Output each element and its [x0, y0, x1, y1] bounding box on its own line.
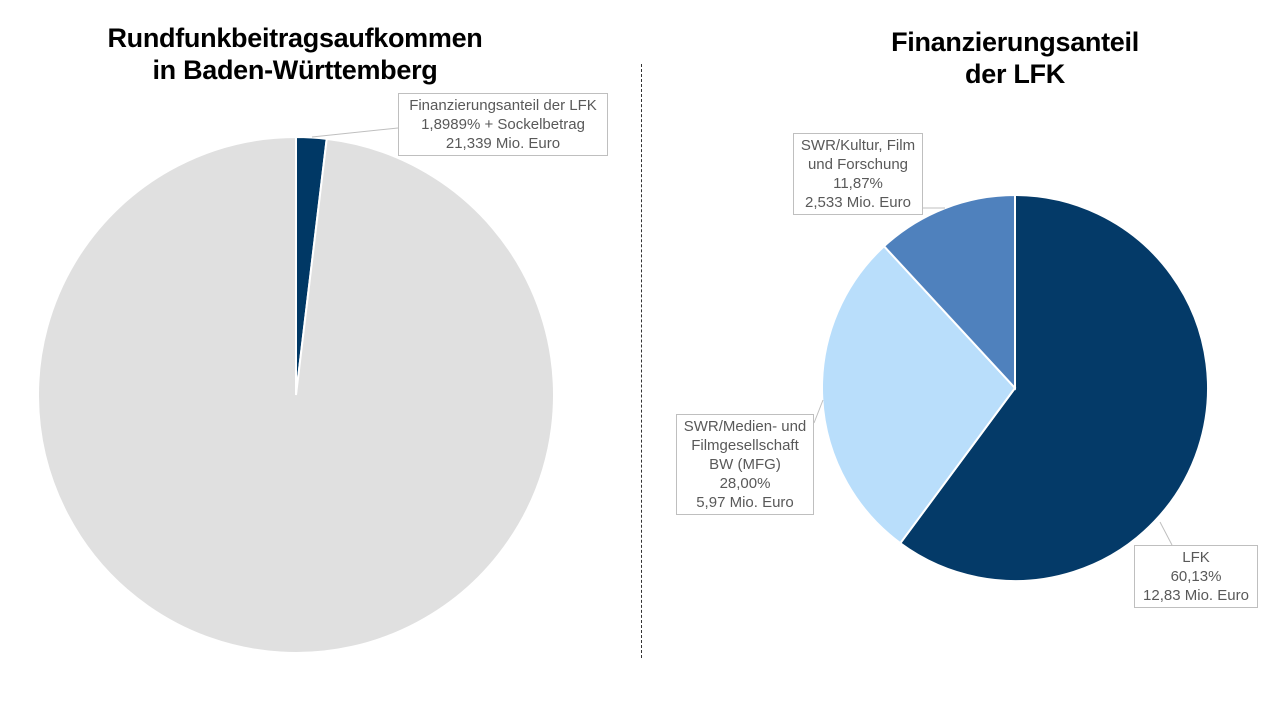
chart-title-right-line-2: der LFK — [965, 59, 1065, 89]
chart-title-left-line-1: Rundfunkbeitragsaufkommen — [107, 23, 483, 53]
slice-label-swr-kultur: SWR/Kultur, Film und Forschung 11,87% 2,… — [793, 133, 923, 215]
pie-chart-right — [821, 193, 1209, 582]
pie-chart-left — [37, 135, 556, 654]
slice-label-line: LFK — [1182, 549, 1210, 566]
leader-lines — [311, 127, 1173, 546]
slice-label-line: BW (MFG) — [709, 456, 781, 473]
slice-label-lfk: LFK 60,13% 12,83 Mio. Euro — [1134, 545, 1258, 608]
pie-slice-mfg — [821, 244, 1017, 545]
slice-label-line: 1,8989% + Sockelbetrag — [421, 116, 585, 133]
slice-label-line: 5,97 Mio. Euro — [696, 494, 794, 511]
slice-label-lfk-share-total: Finanzierungsanteil der LFK 1,8989% + So… — [398, 93, 608, 156]
slice-label-line: 12,83 Mio. Euro — [1143, 587, 1249, 604]
slice-label-line: Finanzierungsanteil der LFK — [409, 97, 597, 114]
chart-title-right: Finanzierungsanteil der LFK — [830, 26, 1200, 90]
slice-label-line: 28,00% — [719, 475, 771, 492]
leader-line-lfk-share-total — [311, 127, 399, 138]
slice-label-line: 11,87% — [833, 175, 883, 192]
leader-line-mfg — [813, 399, 824, 424]
slice-label-line: SWR/Medien- und — [683, 418, 807, 435]
pie-slice-remaining — [37, 135, 556, 654]
pie-slice-lfk — [898, 193, 1209, 582]
leader-line-lfk — [1159, 521, 1173, 546]
chart-title-left-line-2: in Baden-Württemberg — [152, 55, 438, 85]
chart-divider — [641, 64, 642, 658]
slice-label-line: 60,13% — [1170, 568, 1222, 585]
slice-label-mfg: SWR/Medien- und Filmgesellschaft BW (MFG… — [676, 414, 814, 515]
slice-label-line: 2,533 Mio. Euro — [805, 194, 911, 211]
slice-label-line: 21,339 Mio. Euro — [445, 135, 561, 152]
slice-label-line: SWR/Kultur, Film — [800, 137, 916, 154]
slice-label-line: und Forschung — [807, 156, 909, 173]
chart-title-left: Rundfunkbeitragsaufkommen in Baden-Württ… — [60, 22, 530, 86]
slice-label-line: Filmgesellschaft — [691, 437, 799, 454]
chart-title-right-line-1: Finanzierungsanteil — [891, 27, 1139, 57]
